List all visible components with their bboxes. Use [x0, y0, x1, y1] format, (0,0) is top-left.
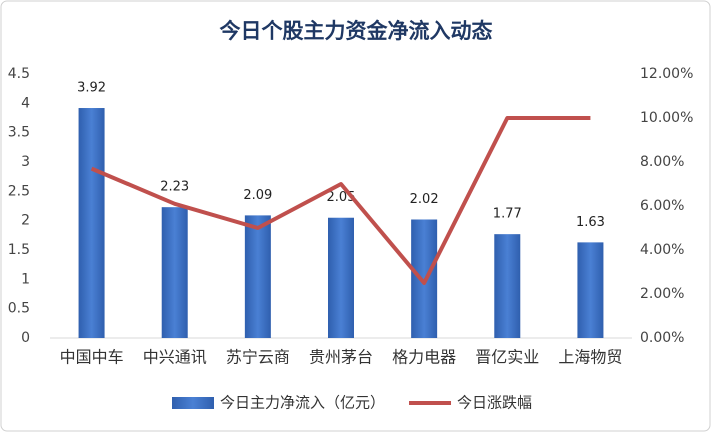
y-tick-label: 2.5: [8, 183, 30, 199]
x-tick-label: 苏宁云商: [226, 348, 290, 367]
y2-tick-label: 10.00%: [640, 110, 693, 126]
x-tick-label: 格力电器: [392, 348, 456, 367]
y2-tick-label: 6.00%: [640, 198, 684, 214]
data-label: 1.63: [576, 215, 605, 230]
legend-label: 今日涨跌幅: [457, 394, 532, 412]
x-tick-label: 上海物贸: [558, 348, 622, 367]
bar: [494, 234, 521, 338]
legend-swatch: [172, 397, 214, 409]
bar: [328, 217, 354, 338]
chart-title: 今日个股主力资金净流入动态: [220, 19, 493, 43]
legend-label: 今日主力净流入（亿元）: [220, 394, 385, 412]
bar: [244, 215, 271, 338]
bar: [577, 242, 604, 338]
y-tick-label: 1: [21, 271, 30, 287]
data-label: 3.92: [77, 81, 106, 96]
y-tick-label: 4.5: [8, 66, 30, 82]
y2-tick-label: 0.00%: [640, 330, 684, 346]
data-label: 2.23: [160, 180, 189, 195]
y-tick-label: 4: [21, 95, 30, 111]
y-tick-label: 2: [21, 213, 30, 229]
y2-tick-label: 12.00%: [640, 66, 693, 82]
y-tick-label: 3.5: [8, 125, 30, 141]
y2-tick-label: 2.00%: [640, 286, 684, 302]
line: [90, 116, 591, 285]
x-tick-label: 中国中车: [60, 348, 124, 367]
x-tick-label: 贵州茅台: [309, 348, 373, 367]
y-tick-label: 3: [21, 154, 30, 170]
data-label: 1.77: [493, 207, 522, 222]
data-label: 2.09: [243, 188, 272, 203]
x-tick-label: 中兴通讯: [143, 348, 207, 367]
y-tick-label: 1.5: [8, 242, 30, 258]
bar: [78, 108, 105, 338]
data-label: 2.02: [410, 192, 439, 207]
y-tick-label: 0: [21, 330, 30, 346]
x-tick-label: 晋亿实业: [475, 348, 539, 367]
y-tick-label: 0.5: [8, 301, 30, 317]
bar: [161, 207, 188, 338]
y2-tick-label: 8.00%: [640, 154, 684, 170]
y2-tick-label: 4.00%: [640, 242, 684, 258]
